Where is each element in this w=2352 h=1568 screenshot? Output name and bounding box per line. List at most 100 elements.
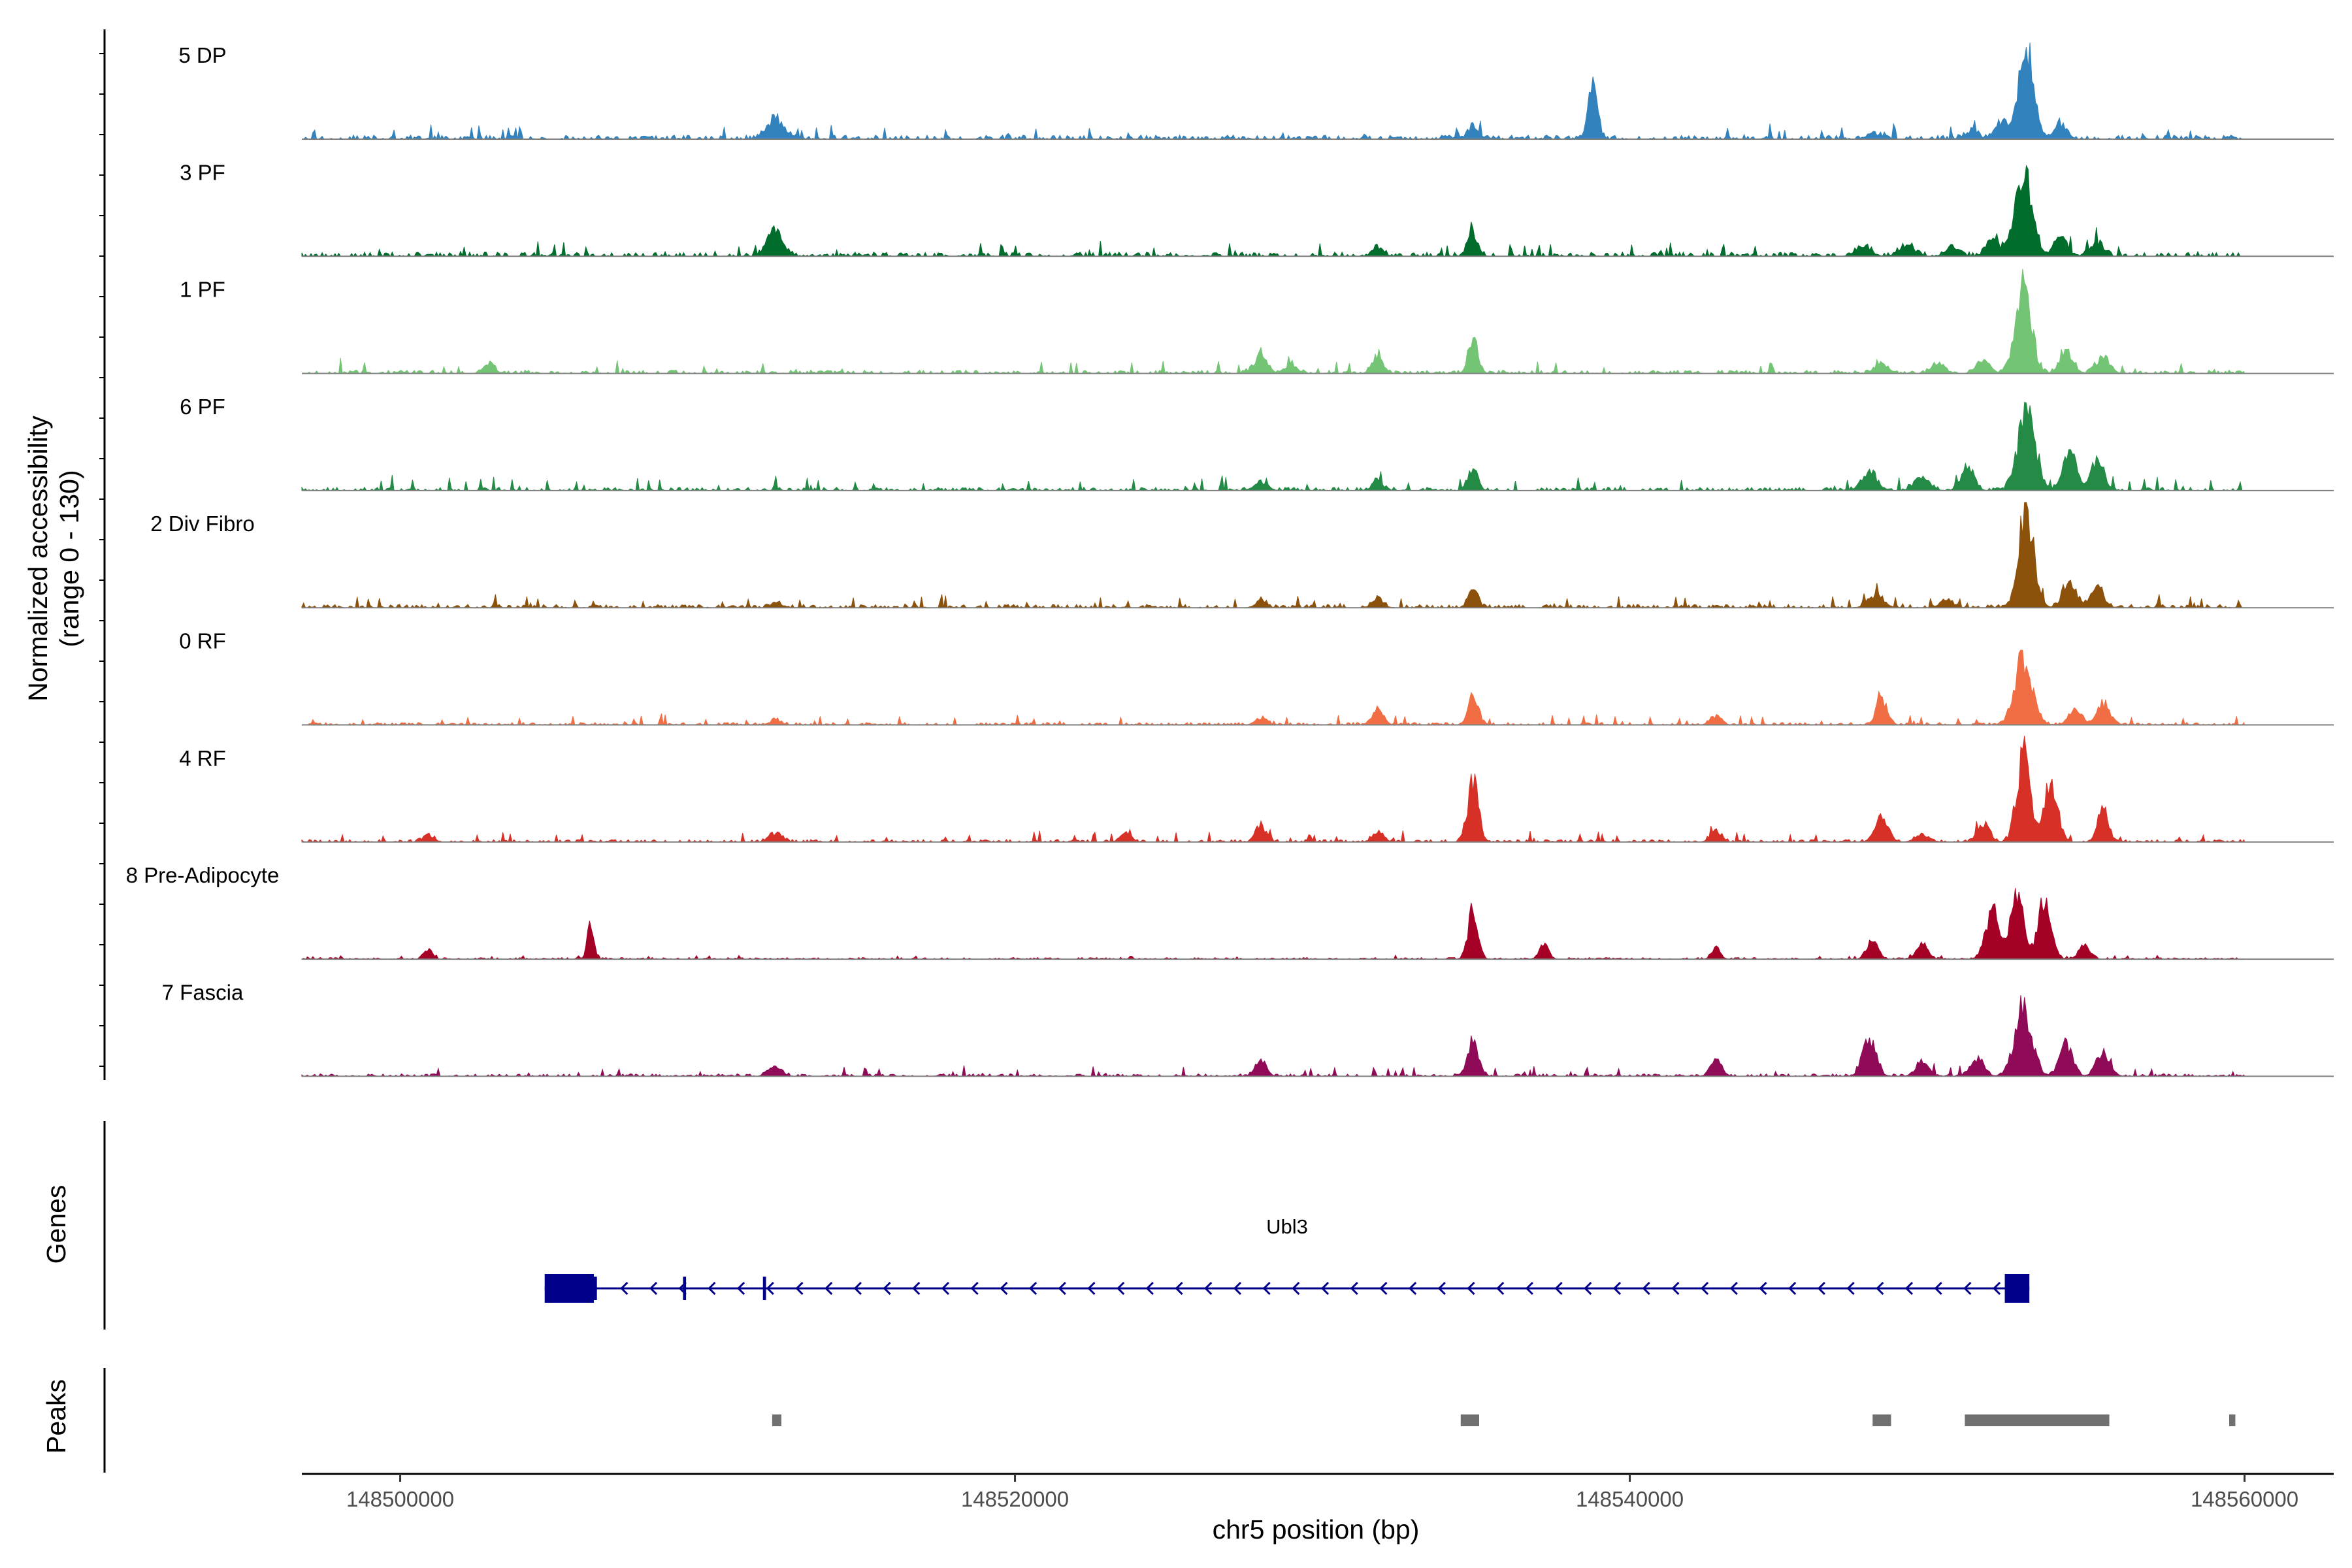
strand-arrow <box>766 1281 774 1296</box>
genes-track-title: Genes <box>41 1185 71 1264</box>
track-label: 2 Div Fibro <box>150 512 255 536</box>
gene-exon <box>593 1277 597 1300</box>
coverage-area <box>301 888 2245 960</box>
x-axis-title: chr5 position (bp) <box>1213 1514 1420 1544</box>
track-6-pf: 6 PF <box>180 395 2334 492</box>
x-axis: 148500000 148520000 148540000 148560000 <box>302 1473 2334 1511</box>
strand-arrow <box>1554 1281 1563 1296</box>
track-2-div-fibro: 2 Div Fibro <box>150 502 2334 610</box>
x-tick-label: 148520000 <box>961 1487 1069 1511</box>
strand-arrow <box>1117 1281 1125 1296</box>
left-axes <box>99 29 106 1473</box>
gene-exon <box>2004 1274 2030 1303</box>
coverage-area <box>301 736 2246 843</box>
coverage-area <box>301 165 2245 258</box>
coverage-area <box>301 995 2246 1077</box>
track-0-rf: 0 RF <box>179 629 2334 727</box>
strand-arrow <box>1934 1281 1942 1296</box>
strand-arrow <box>825 1281 833 1296</box>
strand-arrow <box>1145 1281 1154 1296</box>
strand-arrow <box>1233 1281 1242 1296</box>
strand-arrow <box>1846 1281 1855 1296</box>
track-label: 3 PF <box>180 160 225 184</box>
track-label: 4 RF <box>179 746 226 770</box>
strand-arrow <box>1467 1281 1475 1296</box>
strand-arrow <box>1292 1281 1300 1296</box>
strand-arrow <box>1262 1281 1271 1296</box>
strand-arrow <box>1963 1281 1972 1296</box>
strand-arrow <box>1992 1281 2001 1296</box>
gene-label-ubl3: Ubl3 <box>1266 1215 1308 1238</box>
strand-arrow <box>1058 1281 1066 1296</box>
track-label: 7 Fascia <box>162 980 244 1004</box>
y-axis-title-line2: (range 0 - 130) <box>54 470 84 647</box>
strand-arrow <box>1904 1281 1914 1296</box>
strand-arrow <box>1437 1281 1446 1296</box>
strand-arrow <box>1584 1281 1592 1296</box>
coverage-tracks: 5 DP 3 PF 1 PF 6 PF 2 Div Fibro 0 RF 4 RF 8 Pre… <box>126 42 2334 1077</box>
coverage-area <box>301 649 2246 727</box>
strand-arrow <box>1379 1281 1388 1296</box>
strand-arrow <box>1817 1281 1825 1296</box>
peak-region <box>2229 1414 2236 1426</box>
strand-arrow <box>1525 1281 1534 1296</box>
strand-arrow <box>1759 1281 1767 1296</box>
track-label: 6 PF <box>180 395 225 419</box>
strand-arrow <box>736 1281 745 1296</box>
strand-arrow <box>1000 1281 1008 1296</box>
peak-region <box>1872 1414 1891 1426</box>
strand-arrow <box>1729 1281 1738 1296</box>
strand-arrow <box>1671 1281 1680 1296</box>
strand-arrow <box>883 1281 891 1296</box>
strand-arrow <box>795 1281 804 1296</box>
x-tick-label: 148540000 <box>1576 1487 1684 1511</box>
gene-exon <box>683 1277 687 1300</box>
strand-arrow <box>649 1281 658 1296</box>
peaks-track-title: Peaks <box>41 1379 71 1454</box>
track-1-pf: 1 PF <box>180 269 2334 374</box>
track-label: 1 PF <box>180 278 225 302</box>
track-8-pre-adipocyte: 8 Pre-Adipocyte <box>126 863 2334 960</box>
strand-arrow <box>1320 1281 1330 1296</box>
track-4-rf: 4 RF <box>179 736 2334 843</box>
track-label: 5 DP <box>178 43 226 67</box>
strand-arrow <box>1876 1281 1884 1296</box>
track-5-dp: 5 DP <box>178 42 2334 140</box>
track-3-pf: 3 PF <box>180 160 2334 258</box>
gene-exon <box>762 1277 766 1300</box>
strand-arrow <box>1642 1281 1650 1296</box>
x-tick-label: 148560000 <box>2191 1487 2298 1511</box>
peak-region <box>1460 1414 1480 1426</box>
strand-arrow <box>1175 1281 1183 1296</box>
peak-region <box>772 1414 781 1426</box>
track-7-fascia: 7 Fascia <box>162 980 2334 1077</box>
strand-arrow <box>1612 1281 1622 1296</box>
strand-arrow <box>1409 1281 1417 1296</box>
peaks-track <box>772 1414 2236 1426</box>
strand-arrow <box>620 1281 629 1296</box>
gene-exon <box>544 1274 594 1303</box>
strand-arrow <box>1496 1281 1505 1296</box>
strand-arrow <box>853 1281 862 1296</box>
track-label: 0 RF <box>179 629 226 653</box>
strand-arrow <box>1701 1281 1709 1296</box>
strand-arrow <box>1028 1281 1037 1296</box>
coverage-area <box>302 42 2245 140</box>
gene-track: Ubl3 <box>544 1215 2030 1303</box>
coverage-area <box>301 269 2246 374</box>
x-tick-label: 148500000 <box>346 1487 454 1511</box>
strand-arrow <box>1087 1281 1096 1296</box>
strand-arrow <box>708 1281 716 1296</box>
coverage-area <box>301 401 2245 492</box>
strand-arrow <box>970 1281 979 1296</box>
strand-arrow <box>912 1281 921 1296</box>
peak-region <box>1965 1414 2110 1426</box>
y-axis-title-line1: Normalized accessibility <box>23 416 53 702</box>
strand-arrow <box>1204 1281 1213 1296</box>
coverage-area <box>301 502 2245 610</box>
strand-arrow <box>1788 1281 1797 1296</box>
strand-arrow <box>941 1281 950 1296</box>
track-label: 8 Pre-Adipocyte <box>126 863 280 887</box>
strand-arrow <box>1350 1281 1358 1296</box>
